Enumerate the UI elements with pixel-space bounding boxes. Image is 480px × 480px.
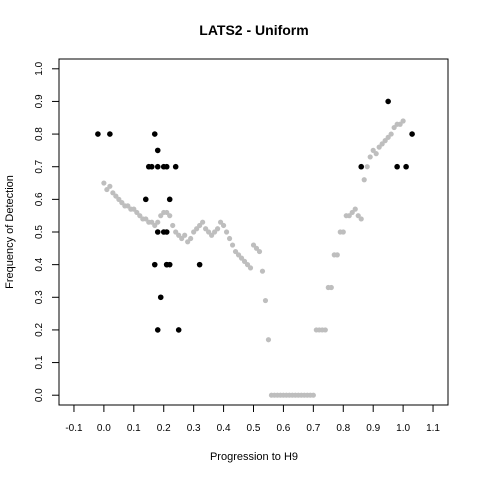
smoothed-point [229, 242, 236, 248]
observed-point [166, 261, 173, 268]
smoothed-point [170, 222, 176, 229]
x-tick-label: 1.1 [426, 423, 440, 434]
observed-point [175, 327, 182, 333]
observed-series [95, 98, 415, 333]
smoothed-point [352, 206, 358, 212]
smoothed-point [226, 235, 233, 242]
observed-point [358, 163, 365, 170]
smoothed-point [155, 219, 161, 225]
x-axis: -0.1 0.0 0.1 0.2 0.3 0.4 0.5 0.6 0.7 0.8 0.9 1.0 1.1 [65, 405, 440, 434]
y-tick-label: 0.1 [34, 355, 45, 369]
smoothed-point [256, 248, 263, 255]
observed-point [166, 196, 173, 203]
x-tick-label: 0.8 [336, 423, 350, 434]
smoothed-point [223, 229, 230, 235]
y-axis-label: Frequency of Detection [4, 175, 16, 289]
y-tick-label: 0.3 [34, 290, 45, 304]
y-tick-label: 0.7 [34, 159, 45, 173]
smoothed-point [322, 327, 328, 333]
smoothed-series [101, 118, 406, 398]
observed-point [172, 163, 179, 170]
smoothed-point [214, 226, 221, 232]
observed-point [409, 131, 415, 137]
y-tick-label: 0.0 [34, 388, 45, 402]
smoothed-point [367, 154, 373, 160]
smoothed-point [262, 297, 269, 304]
observed-point [151, 131, 158, 137]
observed-point [157, 294, 164, 301]
observed-point [160, 229, 167, 235]
smoothed-point [247, 265, 254, 271]
smoothed-point [358, 216, 364, 222]
y-tick-label: 0.2 [34, 323, 45, 337]
observed-point [154, 327, 161, 333]
smoothed-point [107, 183, 113, 189]
observed-point [107, 131, 113, 137]
smoothed-point [328, 284, 334, 291]
observed-point [196, 261, 203, 268]
y-tick-label: 1.0 [34, 61, 45, 75]
x-tick-label: 0.4 [217, 423, 231, 434]
x-tick-label: 0.6 [276, 423, 290, 434]
smoothed-point [340, 229, 346, 235]
observed-point [394, 163, 400, 170]
observed-point [403, 163, 409, 170]
smoothed-point [265, 337, 272, 343]
observed-point [154, 147, 161, 154]
y-axis: 0.0 0.1 0.2 0.3 0.4 0.5 0.6 0.7 0.8 0.9 1.0 [34, 61, 59, 402]
observed-point [154, 229, 161, 235]
smoothed-point [373, 151, 379, 157]
smoothed-point [388, 131, 394, 137]
observed-point [142, 196, 149, 203]
x-tick-label: 1.0 [396, 423, 410, 434]
y-tick-label: 0.9 [34, 94, 45, 108]
x-tick-label: 0.5 [247, 423, 261, 434]
y-tick-label: 0.4 [34, 257, 45, 271]
data-layer [95, 98, 415, 398]
observed-point [163, 163, 170, 170]
observed-point [95, 131, 101, 137]
x-tick-label: 0.7 [306, 423, 320, 434]
y-tick-label: 0.8 [34, 127, 45, 141]
y-tick-label: 0.5 [34, 225, 45, 239]
x-tick-label: 0.1 [127, 423, 141, 434]
observed-point [154, 163, 161, 170]
smoothed-point [182, 232, 188, 238]
y-tick-label: 0.6 [34, 192, 45, 206]
observed-point [151, 261, 158, 268]
x-axis-label: Progression to H9 [210, 451, 298, 463]
x-tick-label: -0.1 [65, 423, 83, 434]
smoothed-point [188, 235, 194, 242]
smoothed-point [220, 222, 227, 229]
observed-point [148, 163, 155, 170]
observed-point [385, 98, 391, 105]
x-tick-label: 0.0 [97, 423, 111, 434]
smoothed-point [361, 177, 367, 183]
x-tick-label: 0.3 [187, 423, 201, 434]
chart-title: LATS2 - Uniform [199, 22, 308, 38]
x-tick-label: 0.2 [157, 423, 171, 434]
smoothed-point [101, 180, 107, 186]
smoothed-point [310, 392, 316, 398]
smoothed-point [167, 213, 173, 219]
plot-frame [58, 58, 449, 406]
smoothed-point [400, 118, 406, 124]
smoothed-point [364, 164, 370, 170]
smoothed-point [200, 219, 206, 225]
smoothed-point [334, 252, 340, 258]
x-tick-label: 0.9 [366, 423, 380, 434]
smoothed-point [259, 268, 266, 274]
